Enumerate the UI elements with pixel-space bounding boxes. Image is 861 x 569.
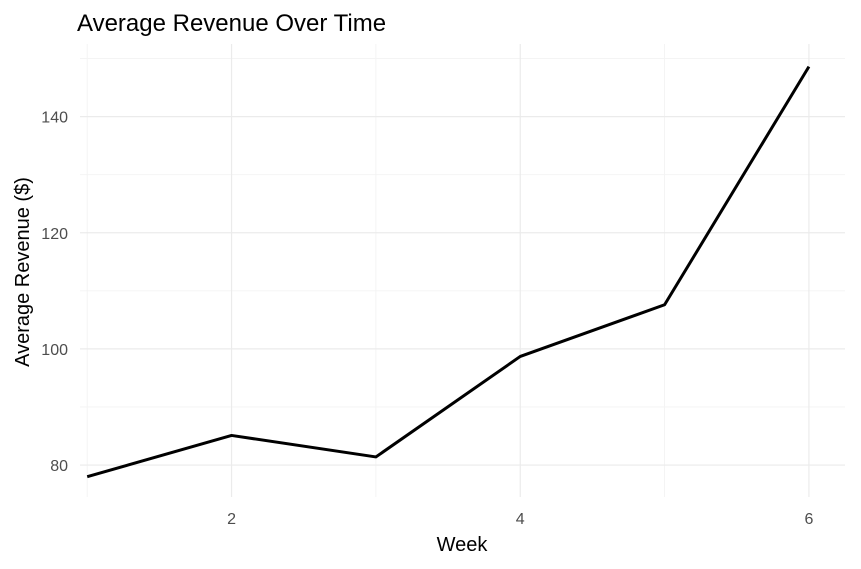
y-tick-label: 140 bbox=[41, 110, 68, 127]
x-tick-label: 6 bbox=[804, 511, 813, 528]
y-axis-title: Average Revenue ($) bbox=[12, 177, 34, 367]
x-tick-label: 4 bbox=[516, 511, 525, 528]
series-line bbox=[86, 65, 811, 479]
x-axis-title: Week bbox=[437, 534, 489, 556]
y-tick-label: 120 bbox=[41, 226, 68, 243]
x-tick-label: 2 bbox=[227, 511, 236, 528]
series-layer bbox=[86, 65, 811, 479]
grid-layer bbox=[80, 44, 845, 497]
y-tick-label: 100 bbox=[41, 342, 68, 359]
chart-title: Average Revenue Over Time bbox=[77, 10, 386, 37]
tick-label-layer: 80 100 120 140 2 4 6 bbox=[41, 110, 813, 528]
y-tick-label: 80 bbox=[50, 458, 68, 475]
